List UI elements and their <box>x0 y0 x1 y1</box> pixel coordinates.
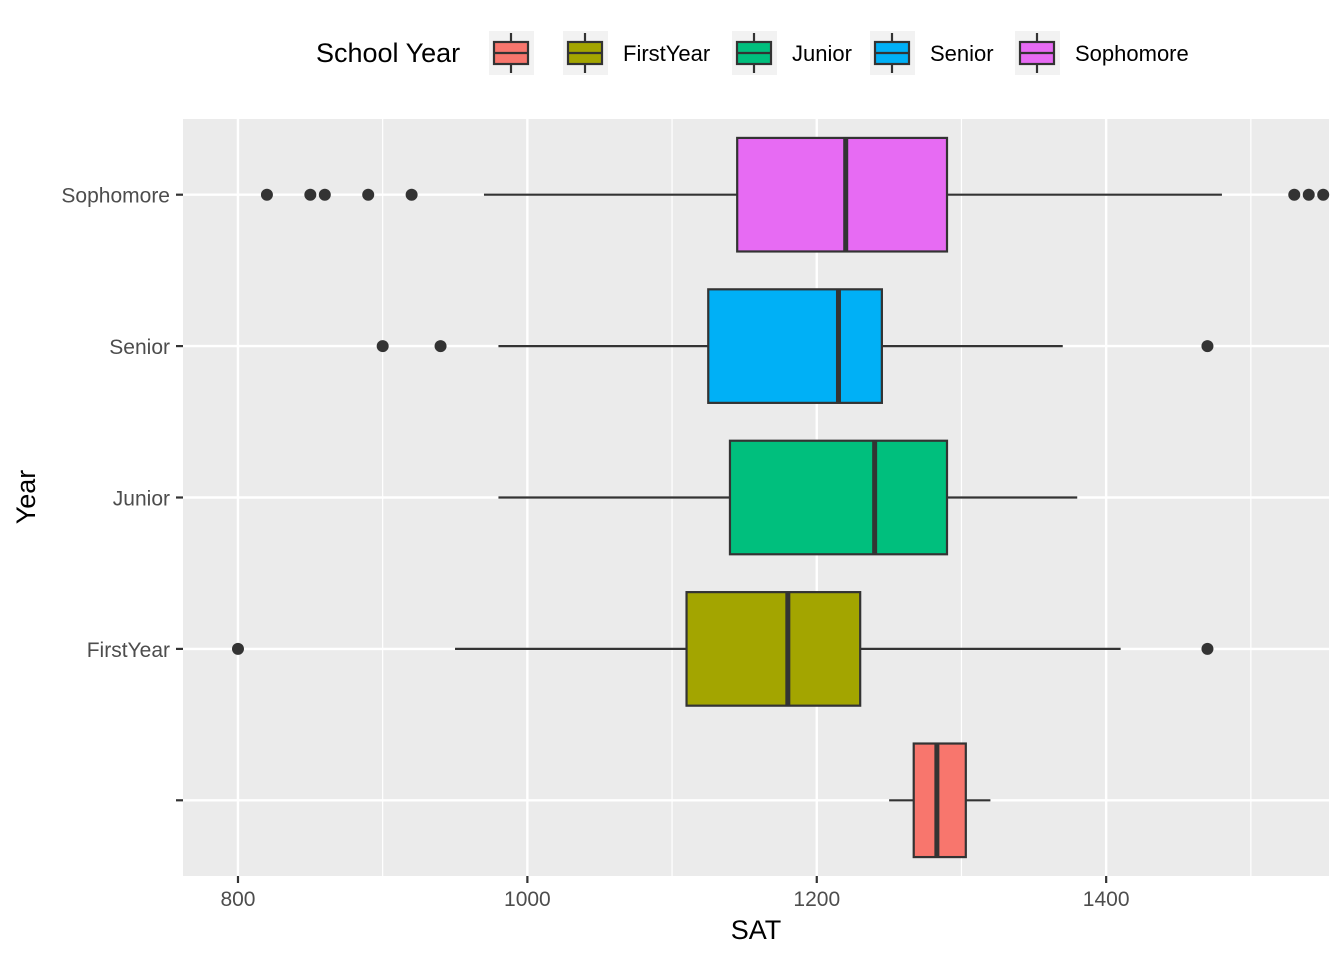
box-Sophomore <box>260 136 1330 253</box>
legend-title: School Year <box>316 38 460 68</box>
y-tick-label: Sophomore <box>61 185 170 208</box>
legend: School Year FirstYear Junior Senior Sophomo… <box>316 31 1189 75</box>
box-iqr <box>728 439 949 556</box>
outlier-point <box>1302 188 1315 201</box>
x-tick-label: 1000 <box>504 888 551 911</box>
outlier-point <box>304 188 317 201</box>
outlier-point <box>318 188 331 201</box>
x-tick-label: 1200 <box>793 888 840 911</box>
outlier-point <box>434 340 447 353</box>
legend-entry: Senior <box>870 31 994 75</box>
y-tick-label: Senior <box>109 336 170 359</box>
legend-entry <box>489 31 534 75</box>
outlier-point <box>1201 340 1214 353</box>
box-iqr <box>736 136 949 253</box>
box-iqr <box>912 742 967 859</box>
outlier-point <box>1288 188 1301 201</box>
x-tick-label: 1400 <box>1083 888 1130 911</box>
legend-label: FirstYear <box>623 41 710 66</box>
legend-label: Senior <box>930 41 994 66</box>
outlier-point <box>1317 188 1330 201</box>
legend-entry: FirstYear <box>563 31 710 75</box>
boxes <box>231 136 1330 859</box>
legend-entry: Junior <box>732 31 852 75</box>
x-axis: 800 1000 1200 1400 <box>220 876 1130 911</box>
outlier-point <box>362 188 375 201</box>
legend-entry: Sophomore <box>1015 31 1189 75</box>
legend-label: Sophomore <box>1075 41 1189 66</box>
outlier-point <box>405 188 418 201</box>
outlier-point <box>1201 642 1214 655</box>
outlier-point <box>376 340 389 353</box>
box-iqr <box>685 591 862 707</box>
box-FirstYear <box>231 591 1214 707</box>
x-axis-title: SAT <box>731 915 782 945</box>
outlier-point <box>231 642 244 655</box>
box-blank <box>889 742 991 859</box>
box-Junior <box>498 439 1078 556</box>
y-tick-label: FirstYear <box>87 639 170 662</box>
y-axis-title: Year <box>11 470 41 525</box>
y-axis: FirstYear Junior Senior Sophomore <box>61 185 183 802</box>
outlier-point <box>260 188 273 201</box>
x-tick-label: 800 <box>220 888 255 911</box>
box-Senior <box>376 288 1214 404</box>
legend-label: Junior <box>792 41 852 66</box>
y-tick-label: Junior <box>113 488 170 511</box>
box-iqr <box>707 288 883 404</box>
